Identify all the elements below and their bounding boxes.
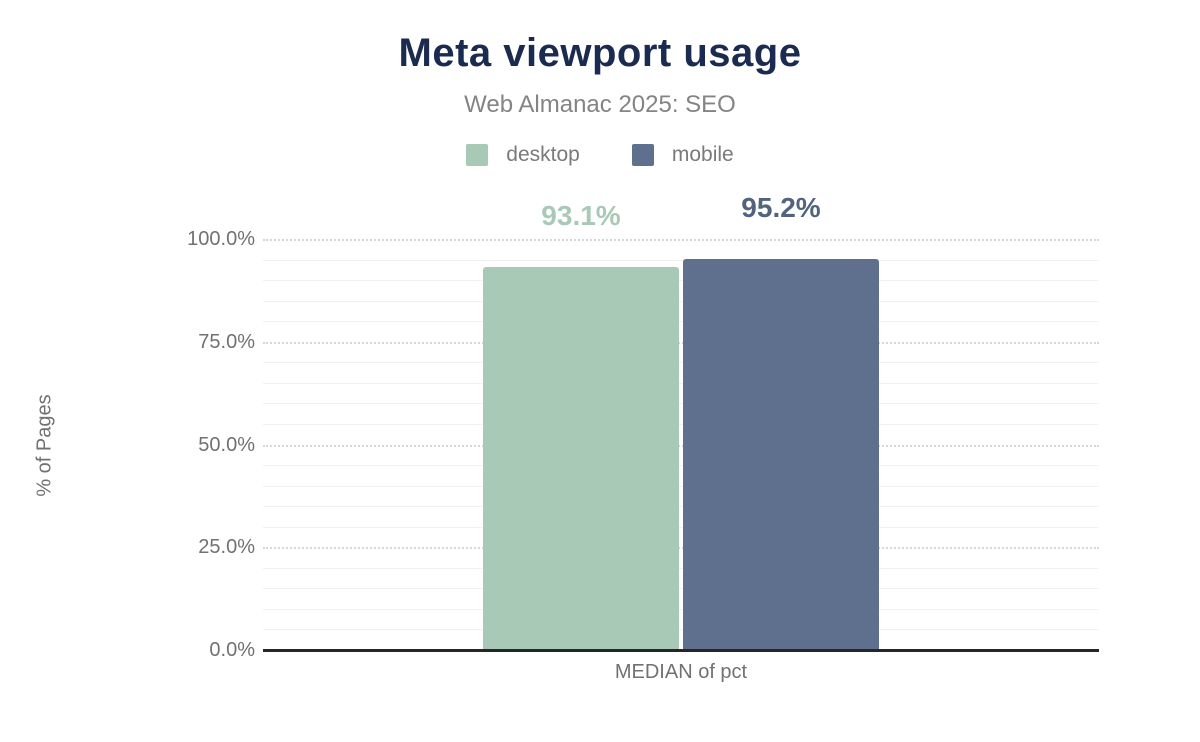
legend-swatch-mobile (631, 144, 654, 166)
chart-title: Meta viewport usage (398, 31, 802, 75)
y-tick-label: 100.0% (187, 228, 255, 250)
minor-gridline (263, 506, 1099, 508)
minor-gridline (263, 321, 1099, 323)
plot-area: 93.1% 95.2% (263, 192, 1099, 650)
bar-mobile (683, 258, 879, 650)
minor-gridline (263, 526, 1099, 528)
minor-gridline (263, 608, 1099, 610)
legend: desktop mobile (0, 143, 1200, 167)
y-tick-label: 75.0% (198, 330, 255, 353)
y-tick-label: 50.0% (198, 433, 255, 456)
bar-value-label-mobile: 95.2% (741, 191, 821, 223)
minor-gridline (263, 280, 1099, 282)
minor-gridline (263, 403, 1099, 405)
legend-label: desktop (506, 143, 580, 166)
bar-value-label-desktop: 93.1% (541, 200, 621, 232)
y-axis-title: % of Pages (33, 394, 56, 497)
x-axis-line (263, 649, 1099, 652)
major-gridline (263, 239, 1099, 241)
legend-item-mobile: mobile (631, 143, 734, 167)
minor-gridline (263, 485, 1099, 487)
minor-gridline (263, 259, 1099, 261)
minor-gridline (263, 300, 1099, 302)
bar-desktop (483, 267, 679, 650)
minor-gridline (263, 382, 1099, 384)
minor-gridline (263, 629, 1099, 631)
legend-item-desktop: desktop (466, 143, 580, 167)
x-axis-label: MEDIAN of pct (614, 661, 748, 683)
legend-label: mobile (671, 143, 734, 166)
minor-gridline (263, 423, 1099, 425)
minor-gridline (263, 567, 1099, 569)
legend-swatch-desktop (466, 144, 489, 166)
major-gridline (263, 547, 1099, 550)
minor-gridline (263, 465, 1099, 467)
minor-gridline (263, 588, 1099, 590)
minor-gridline (263, 362, 1099, 364)
y-tick-label: 25.0% (198, 536, 255, 559)
major-gridline (263, 341, 1099, 344)
major-gridline (263, 444, 1099, 447)
chart-subtitle: Web Almanac 2025: SEO (464, 91, 736, 118)
y-tick-label: 0.0% (209, 639, 255, 661)
